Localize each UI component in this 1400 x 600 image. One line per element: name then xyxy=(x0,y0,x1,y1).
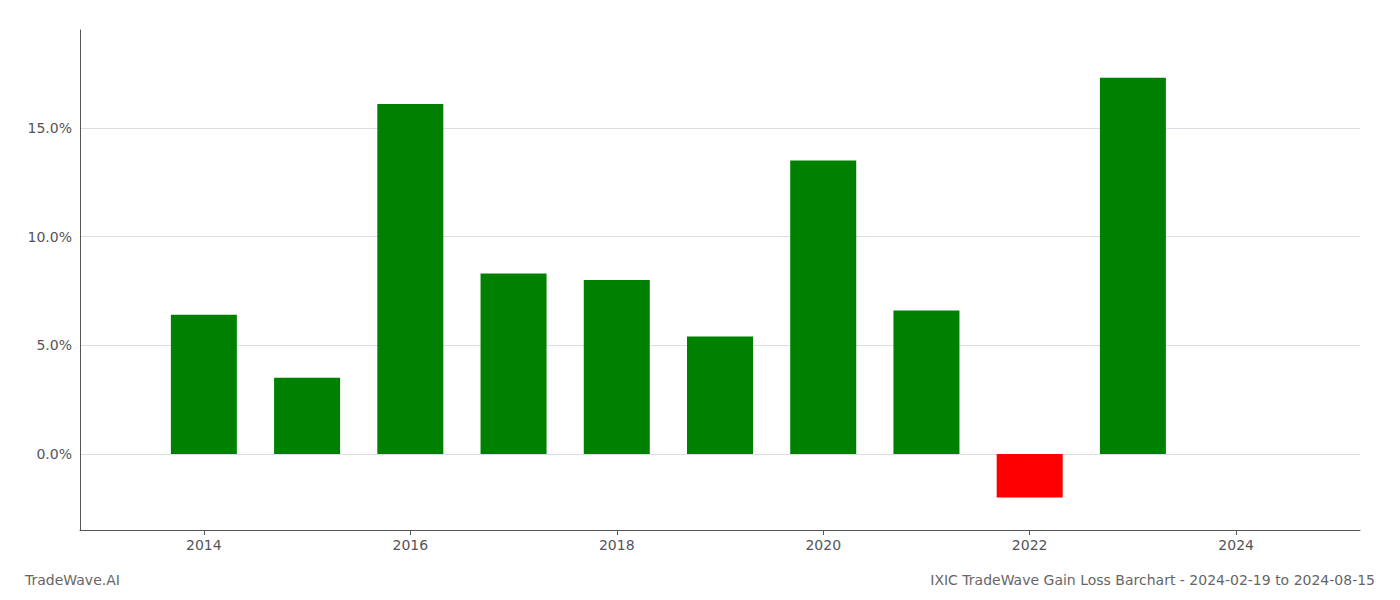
svg-text:2016: 2016 xyxy=(393,537,429,553)
svg-text:15.0%: 15.0% xyxy=(28,120,72,136)
svg-text:IXIC TradeWave Gain Loss Barch: IXIC TradeWave Gain Loss Barchart - 2024… xyxy=(930,572,1375,588)
svg-text:5.0%: 5.0% xyxy=(36,337,72,353)
svg-text:2018: 2018 xyxy=(599,537,635,553)
svg-text:2022: 2022 xyxy=(1012,537,1048,553)
svg-text:10.0%: 10.0% xyxy=(28,229,72,245)
svg-text:2020: 2020 xyxy=(805,537,841,553)
svg-text:2014: 2014 xyxy=(186,537,222,553)
svg-text:0.0%: 0.0% xyxy=(36,446,72,462)
svg-text:TradeWave.AI: TradeWave.AI xyxy=(24,572,120,588)
svg-text:2024: 2024 xyxy=(1218,537,1254,553)
